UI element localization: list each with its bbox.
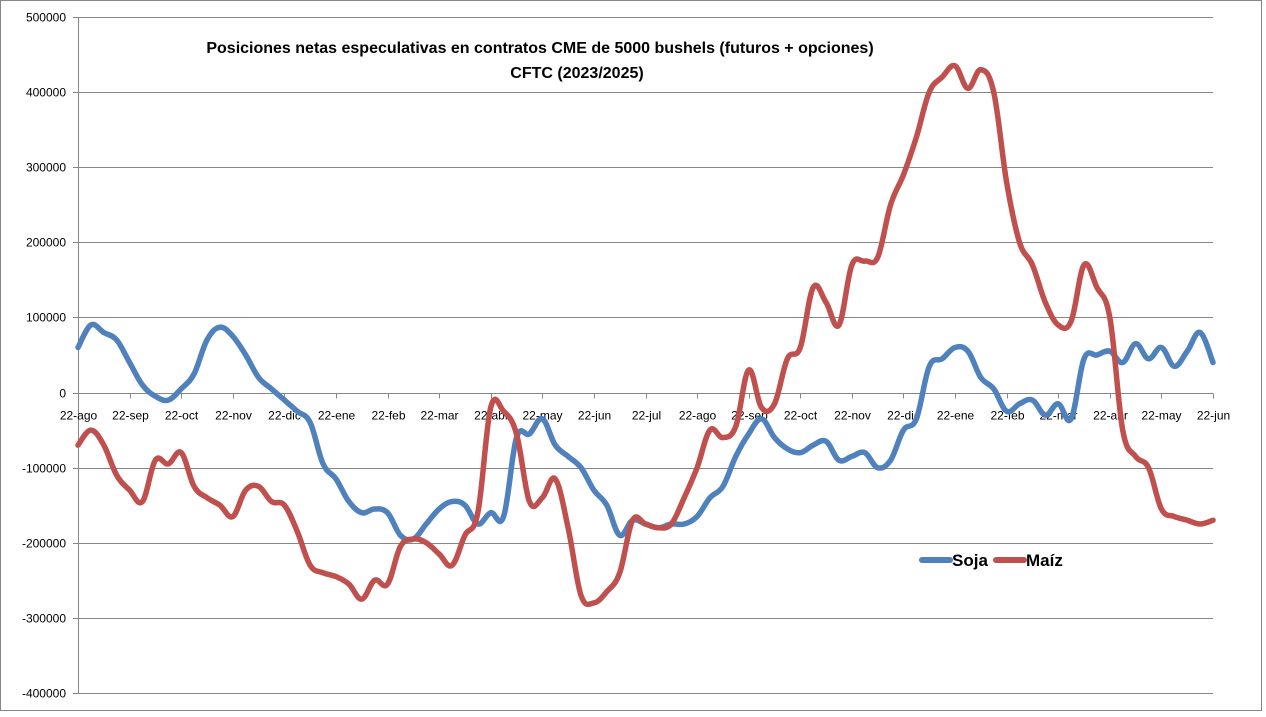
x-tick-label: 22-mar [420, 409, 458, 423]
x-tick-label: 22-sep [112, 409, 149, 423]
series-line-maiz [75, 62, 1216, 608]
y-tick-label: 200000 [26, 236, 66, 250]
y-tick-label: -400000 [22, 687, 66, 701]
x-tick-label: 22-feb [990, 409, 1024, 423]
y-tick-label: -200000 [22, 537, 66, 551]
x-tick-label: 22-jun [578, 409, 611, 423]
x-tick-label: 22-feb [371, 409, 405, 423]
y-tick-label: 500000 [26, 11, 66, 25]
y-tick-label: 0 [59, 387, 66, 401]
legend-label-maiz: Maíz [1026, 551, 1063, 570]
y-tick-label: -100000 [22, 462, 66, 476]
y-tick-label: 100000 [26, 311, 66, 325]
x-tick-label: 22-oct [165, 409, 199, 423]
y-tick-label: 300000 [26, 161, 66, 175]
x-tick-label: 22-may [522, 409, 562, 423]
y-tick-label: -300000 [22, 612, 66, 626]
legend: Soja Maíz [919, 551, 1063, 570]
x-tick-label: 22-jul [632, 409, 661, 423]
x-tick-label: 22-ene [318, 409, 356, 423]
y-tick-label: 400000 [26, 86, 66, 100]
x-tick-label: 22-nov [215, 409, 252, 423]
x-tick-label: 22-nov [834, 409, 871, 423]
x-tick-label: 22-dic [268, 409, 301, 423]
chart-subtitle: CFTC (2023/2025) [510, 65, 643, 82]
x-tick-label: 22-ago [679, 409, 717, 423]
legend-label-soja: Soja [952, 551, 988, 570]
x-tick-label: 22-ene [937, 409, 975, 423]
series-lines [75, 62, 1216, 608]
x-tick-label: 22-dic [887, 409, 920, 423]
x-tick-label: 22-may [1141, 409, 1181, 423]
chart-title-block: Posiciones netas especulativas en contra… [206, 40, 873, 82]
chart-title: Posiciones netas especulativas en contra… [206, 40, 873, 57]
x-tick-label: 22-ago [60, 409, 98, 423]
x-tick-label: 22-jun [1197, 409, 1230, 423]
x-tick-label: 22-oct [784, 409, 818, 423]
